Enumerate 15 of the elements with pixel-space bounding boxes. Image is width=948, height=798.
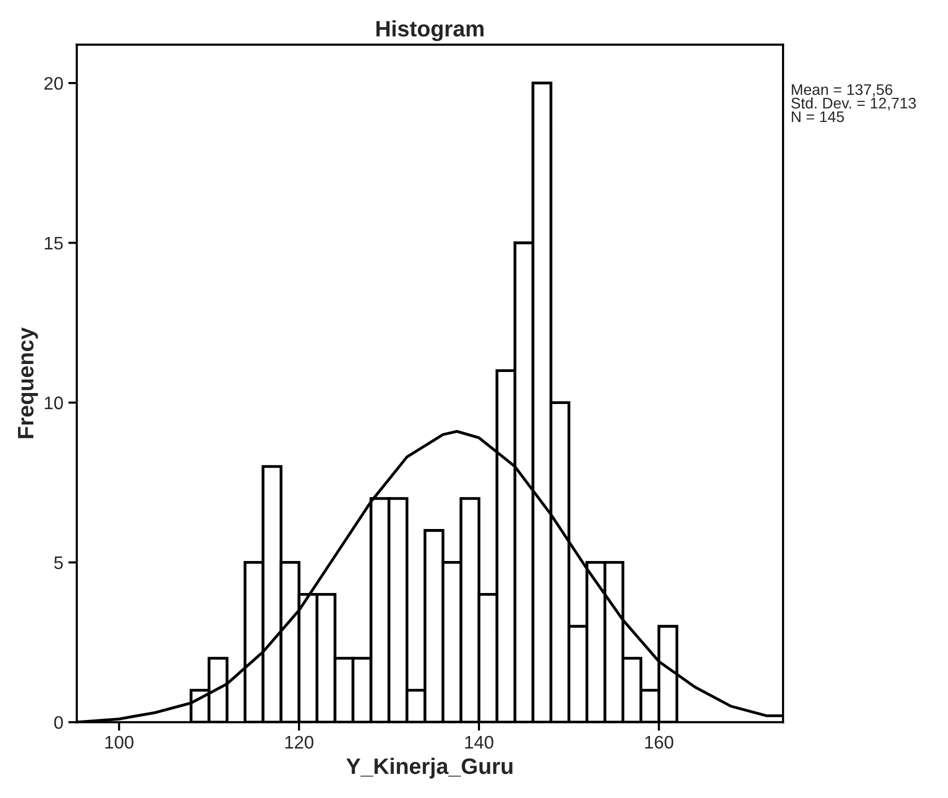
text: Std. Dev. = 12,713 [791,97,916,110]
text: N = 145 [792,111,844,122]
y-tick-label: 15 [44,236,63,250]
y-tick-label: 0 [54,716,63,729]
chart-title: Histogram [376,20,484,42]
x-tick-label: 120 [285,736,314,749]
y-tick-label: 10 [44,396,63,410]
y-tick-label: 5 [54,556,63,570]
y-axis-title: Frequency [18,327,38,438]
x-axis-title: Y_Kinerja_Guru [346,758,512,778]
text: Mean = 137,56 [792,84,892,97]
y-tick-label: 20 [44,76,63,90]
x-tick-label: 160 [645,736,674,749]
x-tick-label: 140 [465,736,494,749]
x-tick-label: 100 [105,736,134,749]
